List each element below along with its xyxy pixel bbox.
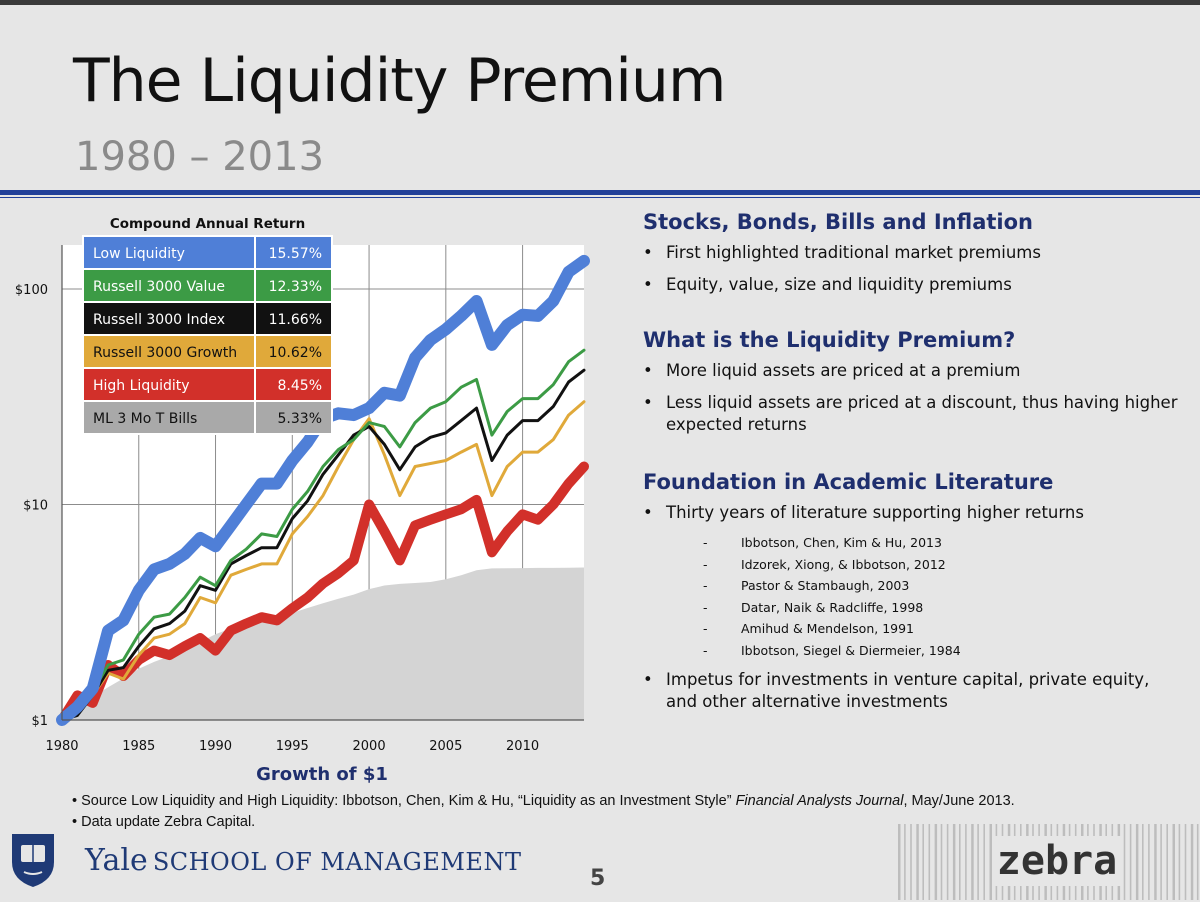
slide-title: The Liquidity Premium xyxy=(73,46,726,116)
yale-som-logo: Yale SCHOOL OF MANAGEMENT xyxy=(85,843,522,878)
bullet-item: Thirty years of literature supporting hi… xyxy=(643,502,1183,524)
x-tick-label: 2010 xyxy=(506,739,539,754)
legend-row: Russell 3000 Index 11.66% xyxy=(82,301,333,336)
slide-subtitle: 1980 – 2013 xyxy=(75,134,325,180)
series-line xyxy=(60,368,586,722)
x-tick-label: 1985 xyxy=(122,739,155,754)
x-tick-label: 1990 xyxy=(199,739,232,754)
legend-row: High Liquidity 8.45% xyxy=(82,367,333,402)
legend-value-cell xyxy=(254,334,333,369)
series-line xyxy=(60,400,586,722)
reference-list: Ibbotson, Chen, Kim & Hu, 2013 Idzorek, … xyxy=(643,534,1183,659)
bullet-item: Impetus for investments in venture capit… xyxy=(643,669,1183,713)
legend-row: Russell 3000 Value 12.33% xyxy=(82,268,333,303)
legend-value-cell xyxy=(254,400,333,435)
legend-row: Russell 3000 Growth 10.62% xyxy=(82,334,333,369)
yale-shield-icon xyxy=(12,834,54,887)
source-footnote: • Source Low Liquidity and High Liquidit… xyxy=(72,791,1015,833)
bullet-item: Less liquid assets are priced at a disco… xyxy=(643,392,1183,436)
y-tick-label: $10 xyxy=(23,498,48,513)
legend-label: Russell 3000 Index xyxy=(93,312,225,328)
legend-value: 10.62% xyxy=(269,345,322,361)
legend-label: Russell 3000 Value xyxy=(93,279,225,295)
growth-chart: 1980 1985 1990 1995 2000 2005 2010 $1 $10 $100 Gro… xyxy=(15,216,590,785)
x-tick-label: 1980 xyxy=(45,739,78,754)
title-divider-thin xyxy=(0,197,1200,198)
source-line-1: • Source Low Liquidity and High Liquidit… xyxy=(72,793,1015,809)
page-number: 5 xyxy=(590,866,606,891)
series-area xyxy=(62,567,584,720)
title-divider xyxy=(0,190,1200,195)
chart-title: Growth of $1 xyxy=(256,764,388,785)
bullet-item: More liquid assets are priced at a premi… xyxy=(643,360,1183,382)
legend-swatch xyxy=(82,334,256,369)
legend-value-cell xyxy=(254,301,333,336)
reference-item: Pastor & Stambaugh, 2003 xyxy=(643,577,1183,594)
legend-value: 12.33% xyxy=(269,279,322,295)
top-border xyxy=(0,0,1200,5)
y-tick-label: $1 xyxy=(31,714,48,729)
bullet-panel: Stocks, Bonds, Bills and Inflation First… xyxy=(643,210,1183,723)
legend-value: 8.45% xyxy=(278,378,322,394)
section-heading-liquidity: What is the Liquidity Premium? xyxy=(643,328,1016,352)
series-line xyxy=(60,348,586,722)
legend-value: 5.33% xyxy=(278,411,322,427)
zebra-logo: zebra xyxy=(992,836,1122,886)
journal-name: Financial Analysts Journal xyxy=(735,793,904,809)
reference-item: Ibbotson, Siegel & Diermeier, 1984 xyxy=(643,642,1183,659)
legend-row: ML 3 Mo T Bills 5.33% xyxy=(82,400,333,435)
reference-item: Datar, Naik & Radcliffe, 1998 xyxy=(643,599,1183,616)
bullet-list-stocks: First highlighted traditional market pre… xyxy=(643,242,1183,296)
x-tick-label: 1995 xyxy=(276,739,309,754)
bullet-list-liquidity: More liquid assets are priced at a premi… xyxy=(643,360,1183,436)
source-line-2: • Data update Zebra Capital. xyxy=(72,814,256,830)
series-line xyxy=(57,461,589,725)
bullet-list-literature: Thirty years of literature supporting hi… xyxy=(643,502,1183,524)
legend-label: Low Liquidity xyxy=(93,246,185,262)
legend-value-cell xyxy=(254,268,333,303)
legend-label: High Liquidity xyxy=(93,378,190,394)
y-tick-label: $100 xyxy=(15,283,48,298)
bullet-item: First highlighted traditional market pre… xyxy=(643,242,1183,264)
legend-value-cell xyxy=(254,235,333,270)
bullet-item: Equity, value, size and liquidity premiu… xyxy=(643,274,1183,296)
legend-row: Low Liquidity 15.57% xyxy=(82,235,333,270)
legend-label: Russell 3000 Growth xyxy=(93,345,237,361)
section-heading-literature: Foundation in Academic Literature xyxy=(643,470,1054,494)
section-heading-stocks: Stocks, Bonds, Bills and Inflation xyxy=(643,210,1033,234)
x-tick-label: 2005 xyxy=(429,739,462,754)
legend-title: Compound Annual Return xyxy=(110,216,305,232)
x-tick-label: 2000 xyxy=(353,739,386,754)
reference-item: Amihud & Mendelson, 1991 xyxy=(643,620,1183,637)
legend-value-cell xyxy=(254,367,333,402)
reference-item: Ibbotson, Chen, Kim & Hu, 2013 xyxy=(643,534,1183,551)
legend-value: 15.57% xyxy=(269,246,322,262)
reference-item: Idzorek, Xiong, & Ibbotson, 2012 xyxy=(643,556,1183,573)
legend-label: ML 3 Mo T Bills xyxy=(93,411,197,427)
legend-value: 11.66% xyxy=(269,312,322,328)
